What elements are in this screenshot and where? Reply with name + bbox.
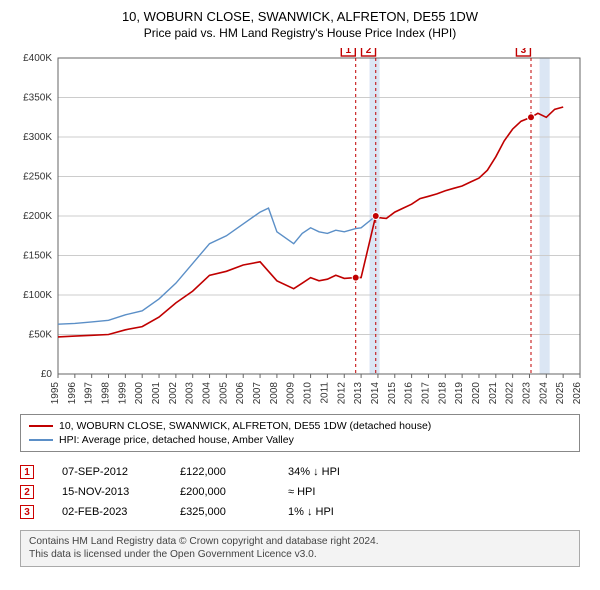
legend-swatch <box>29 439 53 441</box>
svg-text:£200K: £200K <box>23 211 52 222</box>
svg-text:2004: 2004 <box>202 382 213 405</box>
sale-date: 07-SEP-2012 <box>62 466 152 478</box>
svg-text:3: 3 <box>521 48 527 56</box>
svg-text:2009: 2009 <box>286 382 297 405</box>
price-chart: £0 £50K £100K £150K £200K £250K £300K £350K £400… <box>10 48 590 408</box>
svg-text:2010: 2010 <box>303 382 314 405</box>
svg-text:2019: 2019 <box>454 382 465 405</box>
svg-text:£250K: £250K <box>23 172 52 183</box>
svg-text:1999: 1999 <box>117 382 128 405</box>
svg-text:1996: 1996 <box>67 382 78 405</box>
table-row: 3 02-FEB-2023 £325,000 1% ↓ HPI <box>20 502 580 522</box>
svg-text:2006: 2006 <box>235 382 246 405</box>
svg-text:2000: 2000 <box>134 382 145 405</box>
footer-line: This data is licensed under the Open Gov… <box>29 548 571 561</box>
svg-text:£100K: £100K <box>23 290 52 301</box>
svg-text:£400K: £400K <box>23 53 52 64</box>
svg-text:2007: 2007 <box>252 382 263 405</box>
svg-text:2018: 2018 <box>437 382 448 405</box>
sale-diff: 34% ↓ HPI <box>288 466 378 478</box>
svg-text:2014: 2014 <box>370 382 381 405</box>
svg-text:£350K: £350K <box>23 93 52 104</box>
sale-diff: ≈ HPI <box>288 486 378 498</box>
legend-label: HPI: Average price, detached house, Ambe… <box>59 434 294 446</box>
svg-text:2011: 2011 <box>319 382 330 404</box>
sale-date: 02-FEB-2023 <box>62 506 152 518</box>
svg-text:1995: 1995 <box>50 382 61 405</box>
sale-price: £325,000 <box>180 506 260 518</box>
svg-text:1998: 1998 <box>101 382 112 405</box>
sale-date: 15-NOV-2013 <box>62 486 152 498</box>
page-title: 10, WOBURN CLOSE, SWANWICK, ALFRETON, DE… <box>10 8 590 26</box>
svg-text:2025: 2025 <box>555 382 566 405</box>
legend-label: 10, WOBURN CLOSE, SWANWICK, ALFRETON, DE… <box>59 420 431 432</box>
page-subtitle: Price paid vs. HM Land Registry's House … <box>10 26 590 40</box>
sale-marker-icon: 2 <box>20 485 34 499</box>
table-row: 1 07-SEP-2012 £122,000 34% ↓ HPI <box>20 462 580 482</box>
sale-marker-icon: 3 <box>20 505 34 519</box>
svg-text:2015: 2015 <box>387 382 398 405</box>
legend-item: HPI: Average price, detached house, Ambe… <box>29 433 571 447</box>
sale-marker-icon: 1 <box>20 465 34 479</box>
svg-text:1997: 1997 <box>84 382 95 405</box>
table-row: 2 15-NOV-2013 £200,000 ≈ HPI <box>20 482 580 502</box>
svg-text:2013: 2013 <box>353 382 364 405</box>
svg-text:2022: 2022 <box>505 382 516 405</box>
sale-diff: 1% ↓ HPI <box>288 506 378 518</box>
sale-price: £122,000 <box>180 466 260 478</box>
footer-attribution: Contains HM Land Registry data © Crown c… <box>20 530 580 567</box>
sales-table: 1 07-SEP-2012 £122,000 34% ↓ HPI 2 15-NO… <box>20 462 580 522</box>
svg-text:2008: 2008 <box>269 382 280 405</box>
svg-text:£50K: £50K <box>29 330 53 341</box>
svg-text:£150K: £150K <box>23 251 52 262</box>
svg-text:1: 1 <box>346 48 352 56</box>
sale-price: £200,000 <box>180 486 260 498</box>
svg-text:2005: 2005 <box>218 382 229 405</box>
svg-text:2026: 2026 <box>572 382 583 405</box>
svg-text:2023: 2023 <box>521 382 532 405</box>
footer-line: Contains HM Land Registry data © Crown c… <box>29 535 571 548</box>
legend-item: 10, WOBURN CLOSE, SWANWICK, ALFRETON, DE… <box>29 419 571 433</box>
svg-text:2: 2 <box>366 48 372 56</box>
svg-text:2002: 2002 <box>168 382 179 405</box>
svg-text:£0: £0 <box>41 369 53 380</box>
legend: 10, WOBURN CLOSE, SWANWICK, ALFRETON, DE… <box>20 414 580 452</box>
svg-text:£300K: £300K <box>23 132 52 143</box>
svg-text:2017: 2017 <box>420 382 431 405</box>
svg-text:2003: 2003 <box>185 382 196 405</box>
svg-text:2024: 2024 <box>538 382 549 405</box>
svg-text:2012: 2012 <box>336 382 347 405</box>
legend-swatch <box>29 425 53 427</box>
svg-text:2016: 2016 <box>404 382 415 405</box>
svg-text:2021: 2021 <box>488 382 499 405</box>
svg-text:2020: 2020 <box>471 382 482 405</box>
svg-text:2001: 2001 <box>151 382 162 405</box>
